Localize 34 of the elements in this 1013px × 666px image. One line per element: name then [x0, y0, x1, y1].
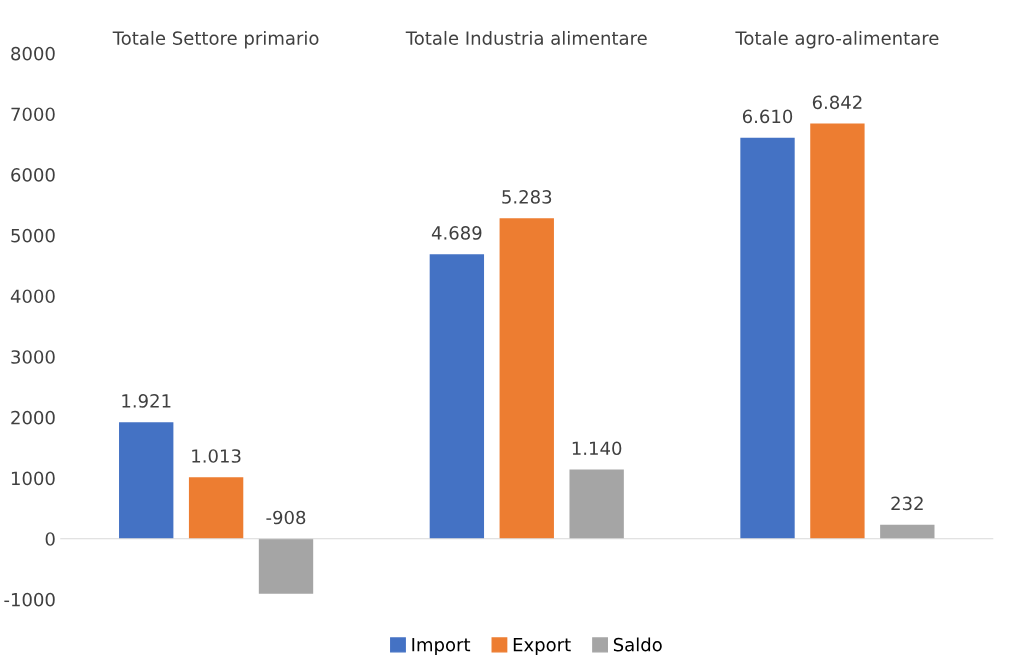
bar [569, 469, 624, 539]
legend-label: Import [412, 638, 471, 655]
bar [119, 422, 174, 539]
x-tick-label: Totale Industria alimentare [405, 30, 647, 45]
data-label: 232 [891, 496, 923, 511]
data-label: 6.610 [742, 109, 793, 124]
data-label: 4.689 [431, 226, 482, 240]
y-tick-label: 4000 [10, 289, 55, 304]
x-tick-label: Totale Settore primario [112, 30, 319, 49]
data-label: 1.013 [192, 449, 241, 463]
bar [188, 477, 244, 539]
y-tick-label: 7000 [11, 107, 55, 122]
y-tick-label: 1000 [11, 471, 55, 486]
y-tick-label: -1000 [4, 592, 55, 607]
y-tick-label: 2000 [11, 410, 55, 425]
data-label: 5.283 [502, 190, 552, 204]
data-label: 1.140 [572, 441, 622, 456]
legend-label: Saldo [613, 637, 662, 652]
bar [499, 218, 554, 539]
bar [740, 137, 795, 539]
data-label: 6.842 [812, 95, 862, 110]
bar [258, 538, 314, 594]
y-tick-label: 8000 [11, 46, 55, 61]
data-label: -908 [266, 510, 306, 525]
y-tick-label: 5000 [11, 228, 55, 243]
y-tick-label: 0 [45, 532, 55, 546]
y-tick-label: 6000 [11, 168, 55, 182]
y-tick-label: 3000 [11, 350, 55, 364]
x-tick-label: Totale agro-alimentare [735, 30, 939, 49]
bar [810, 123, 865, 539]
bar [880, 524, 935, 539]
legend-label: Export [513, 638, 571, 655]
data-label: 1.921 [122, 394, 171, 408]
bar [429, 254, 485, 539]
